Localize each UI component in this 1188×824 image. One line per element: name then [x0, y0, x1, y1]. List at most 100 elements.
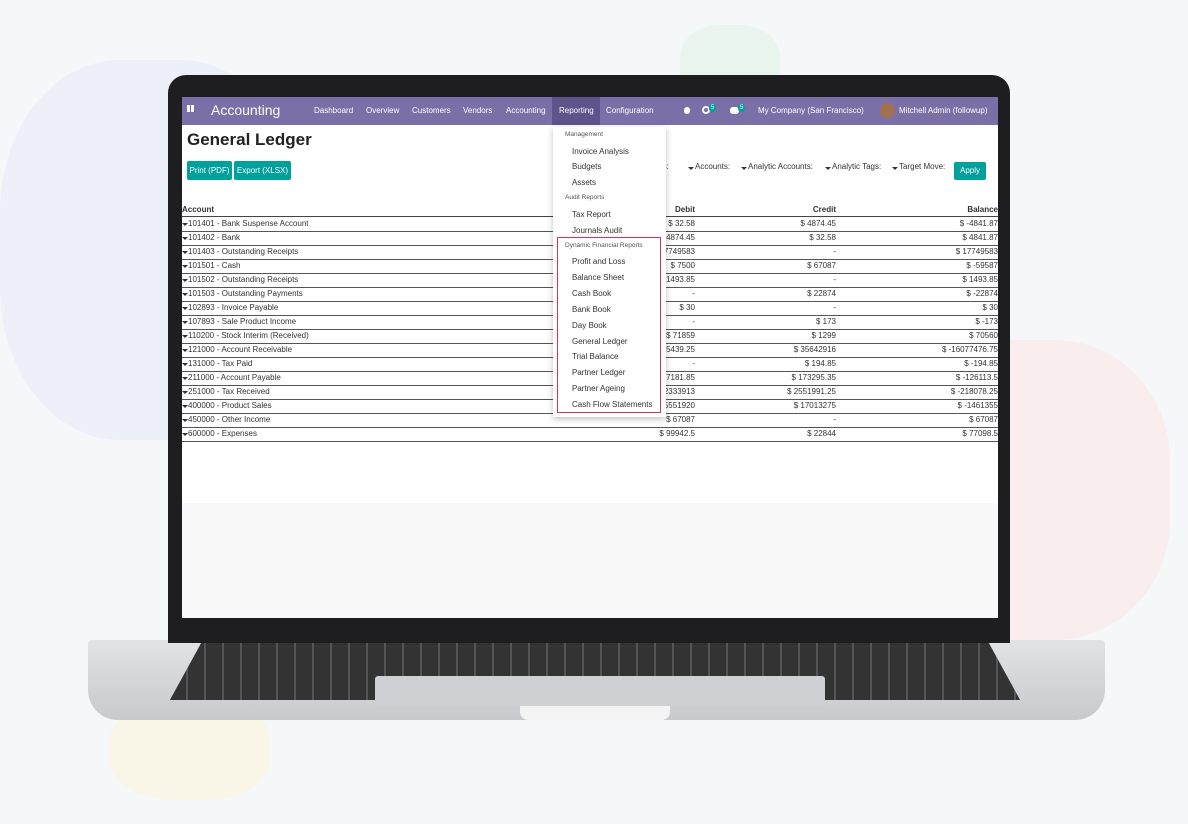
company[interactable]: My Company (San Francisco) — [758, 106, 864, 115]
menu-item[interactable]: Bank Book — [572, 304, 611, 314]
bug-icon[interactable] — [684, 107, 690, 114]
amount: $ 173 — [815, 317, 836, 326]
account[interactable]: 600000 - Expenses — [188, 429, 257, 438]
account[interactable]: 400000 - Product Sales — [188, 401, 272, 410]
menu-item[interactable]: Customers — [412, 106, 451, 115]
account[interactable]: 110200 - Stock Interim (Received) — [188, 331, 309, 340]
row-caret[interactable] — [182, 419, 188, 422]
row-caret[interactable] — [182, 391, 188, 394]
row-caret[interactable] — [182, 237, 188, 240]
menu-item[interactable]: Balance Sheet — [572, 272, 625, 282]
amount: 7181.85 — [666, 373, 695, 382]
amount: $ 71859 — [666, 331, 695, 340]
amount: 1493.85 — [666, 275, 695, 284]
menu-item[interactable]: Partner Ageing — [572, 384, 625, 394]
highlight-box — [557, 237, 661, 413]
account[interactable]: 102893 - Invoice Payable — [188, 303, 279, 312]
amount: $ 17749583 — [955, 247, 998, 256]
amount: $ 17013275 — [793, 401, 836, 410]
account[interactable]: 101503 - Outstanding Payments — [188, 289, 303, 298]
menu-active-bg — [552, 97, 600, 125]
row-caret[interactable] — [182, 349, 188, 352]
menu-item[interactable]: Accounting — [506, 106, 546, 115]
amount: $ -194.85 — [964, 359, 998, 368]
app-name[interactable]: Accounting — [211, 102, 281, 118]
account[interactable]: 121000 - Account Receivable — [188, 345, 293, 354]
menu-item[interactable]: Dashboard — [314, 106, 354, 115]
row-caret[interactable] — [182, 433, 188, 436]
screen: Accounting General Ledger Dashboard Overv… — [182, 97, 998, 618]
account[interactable]: 251000 - Tax Received — [188, 387, 270, 396]
row-caret[interactable] — [182, 321, 188, 324]
filter[interactable]: Target Move: — [899, 162, 946, 171]
amount: $ 22874 — [807, 289, 836, 298]
amount: $ 194.85 — [804, 359, 836, 368]
row-caret[interactable] — [182, 293, 188, 296]
menu-item[interactable]: Budgets — [572, 162, 602, 172]
row-caret[interactable] — [182, 363, 188, 366]
apply-button[interactable]: Apply — [954, 162, 986, 180]
account[interactable]: 101502 - Outstanding Receipts — [188, 275, 299, 284]
account[interactable]: 131000 - Tax Paid — [188, 359, 253, 368]
menu-item[interactable]: Day Book — [572, 320, 607, 330]
account[interactable]: 211000 - Account Payable — [188, 373, 281, 382]
account[interactable]: 107893 - Sale Product Income — [188, 317, 297, 326]
menu-item[interactable]: Vendors — [463, 106, 493, 115]
account[interactable]: 101401 - Bank Suspense Account — [188, 219, 309, 228]
table-header: Debit — [675, 205, 695, 214]
content-footer — [182, 503, 998, 618]
amount: 5439.25 — [666, 345, 695, 354]
menu-item[interactable]: Configuration — [606, 106, 654, 115]
menu-item[interactable]: Profit and Loss — [572, 257, 626, 266]
amount: - — [833, 247, 836, 256]
apps-icon[interactable] — [187, 105, 194, 112]
account[interactable]: 101402 - Bank — [188, 233, 241, 242]
amount: $ 67087 — [807, 261, 836, 270]
amount: 4874.45 — [666, 233, 695, 242]
account[interactable]: 101403 - Outstanding Receipts — [188, 247, 299, 256]
account[interactable]: 101501 - Cash — [188, 261, 241, 270]
amount: $ 67087 — [666, 415, 695, 424]
avatar[interactable] — [880, 103, 895, 118]
filter[interactable]: Analytic Tags: — [832, 162, 882, 171]
amount: $ 35642916 — [793, 345, 836, 354]
filter-caret[interactable] — [688, 167, 694, 170]
menu-item[interactable]: Reporting — [559, 106, 594, 115]
amount: $ -173 — [975, 317, 998, 326]
filter-caret[interactable] — [741, 167, 747, 170]
menu-item[interactable]: Cash Book — [572, 288, 612, 298]
filter[interactable]: Accounts: — [695, 162, 731, 171]
row-caret[interactable] — [182, 279, 188, 282]
menu-item[interactable]: Partner Ledger — [572, 368, 626, 378]
chat-icon[interactable] — [730, 107, 739, 114]
button[interactable]: Export (XLSX) — [234, 161, 291, 180]
row-caret[interactable] — [182, 335, 188, 338]
menu-item[interactable]: Assets — [572, 178, 597, 188]
button[interactable]: Print (PDF) — [187, 161, 232, 180]
menu-item[interactable]: Tax Report — [572, 209, 611, 219]
amount: $ 32.58 — [809, 233, 836, 242]
row-caret[interactable] — [182, 223, 188, 226]
row-caret[interactable] — [182, 307, 188, 310]
menu-item[interactable]: Invoice Analysis — [572, 146, 629, 156]
amount: 5551920 — [663, 401, 695, 410]
amount: - — [833, 415, 836, 424]
row-line — [182, 441, 998, 442]
row-caret[interactable] — [182, 265, 188, 268]
user[interactable]: Mitchell Admin (followup) — [899, 106, 988, 115]
row-caret[interactable] — [182, 377, 188, 380]
row-caret[interactable] — [182, 251, 188, 254]
menu-item[interactable]: Cash Flow Statements — [572, 400, 653, 410]
menu-item[interactable]: Trial Balance — [572, 352, 619, 362]
filter-caret[interactable] — [825, 167, 831, 170]
filter-caret[interactable] — [892, 167, 898, 170]
menu-item[interactable]: Journals Audit — [572, 225, 623, 235]
amount: $ -4841.87 — [959, 219, 998, 228]
filter[interactable]: Analytic Accounts: — [748, 162, 813, 171]
row-caret[interactable] — [182, 405, 188, 408]
dropdown — [553, 127, 666, 417]
account[interactable]: 450000 - Other Income — [188, 415, 271, 424]
amount: $ 70560 — [969, 331, 998, 340]
menu-item[interactable]: Overview — [366, 106, 400, 115]
menu-item[interactable]: General Ledger — [572, 336, 628, 346]
